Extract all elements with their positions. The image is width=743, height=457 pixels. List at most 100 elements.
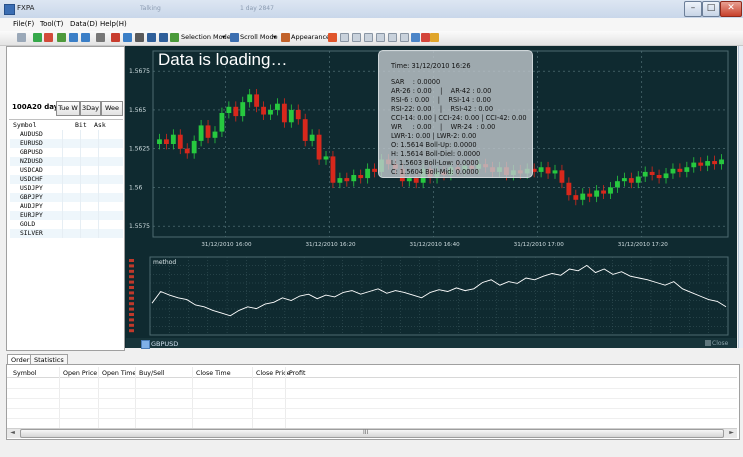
x-tick-label: 31/12/2010 17:00 xyxy=(514,242,565,248)
column-buy-sell[interactable]: Buy/Sell xyxy=(139,370,165,377)
candle-body xyxy=(615,181,620,188)
symbol-tab[interactable]: GBPUSD xyxy=(151,340,179,348)
symbol-tab-icon xyxy=(141,340,150,349)
scale-marker xyxy=(129,302,134,306)
line-tool-icon[interactable] xyxy=(340,33,349,42)
fibonacci-tool-icon[interactable] xyxy=(376,33,385,42)
crosshair-icon[interactable] xyxy=(96,33,105,42)
watchlist-symbol: USDCAD xyxy=(20,167,43,174)
candle-body xyxy=(170,134,176,144)
column-close-price[interactable]: Close Price xyxy=(256,370,291,377)
candle-body xyxy=(642,171,648,177)
list-item[interactable]: USDJPY xyxy=(10,184,123,193)
range-button-3day[interactable]: 3Day xyxy=(80,101,101,116)
maximize-button[interactable]: □ xyxy=(702,1,720,17)
candle-body xyxy=(226,106,232,113)
list-item[interactable]: NZDUSD xyxy=(10,157,123,166)
appearance-icon[interactable] xyxy=(281,33,290,42)
menu-file[interactable]: File(F) xyxy=(13,20,35,28)
appearance-button[interactable]: Appearance xyxy=(291,33,331,41)
vertical-line-icon[interactable] xyxy=(400,33,409,42)
chart-close-button[interactable]: Close xyxy=(712,340,729,347)
watchlist-cell xyxy=(98,220,99,229)
candle-body xyxy=(157,139,162,144)
candle-body xyxy=(684,167,690,172)
left-panel-blank xyxy=(7,47,122,97)
zoom-in-icon[interactable] xyxy=(69,33,78,42)
x-tick-label: 31/12/2010 17:20 xyxy=(618,242,669,248)
price-chart[interactable]: 1.5675 1.565 1.5625 1.56 1.5575 31/12/2010 16… xyxy=(126,47,736,253)
column-close-time[interactable]: Close Time xyxy=(196,370,231,377)
tab-statistics[interactable]: Statistics xyxy=(30,354,68,365)
list-item[interactable]: EURJPY xyxy=(10,211,123,220)
settings-icon[interactable] xyxy=(421,33,430,42)
watchlist-header-bid: Bit xyxy=(75,121,87,129)
fit-icon[interactable] xyxy=(123,33,132,42)
selection-mode-button[interactable]: Selection Mode xyxy=(181,33,231,41)
paint-icon[interactable] xyxy=(430,33,439,42)
column-open-price[interactable]: Open Price xyxy=(63,370,98,377)
watchlist-cell xyxy=(98,148,99,157)
scroll-right-arrow-icon[interactable]: ► xyxy=(729,429,734,436)
rectangle-tool-icon[interactable] xyxy=(364,33,373,42)
window-close-button[interactable]: ✕ xyxy=(720,1,742,17)
watchlist-cell xyxy=(98,184,99,193)
range-button-week[interactable]: Wee xyxy=(101,101,123,116)
list-item[interactable]: GOLD xyxy=(10,220,123,229)
selection-mode-dropdown-icon[interactable]: ▾ xyxy=(222,33,226,41)
end-icon[interactable] xyxy=(159,33,168,42)
watchlist-symbol: EURJPY xyxy=(20,212,43,219)
tooltip-line: SAR : 0.0000 xyxy=(391,78,441,86)
list-item[interactable]: AUDUSD xyxy=(10,130,123,139)
candle-body xyxy=(663,173,669,179)
selection-mode-icon[interactable] xyxy=(170,33,179,42)
list-item[interactable]: USDCAD xyxy=(10,166,123,175)
list-item[interactable]: EURUSD xyxy=(10,139,123,148)
watchlist-symbol: AUDUSD xyxy=(20,131,43,138)
scroll-mode-icon[interactable] xyxy=(230,33,239,42)
candle-body xyxy=(559,170,565,183)
scroll-left-arrow-icon[interactable]: ◄ xyxy=(10,429,15,436)
minimize-button[interactable]: – xyxy=(684,1,702,17)
range-button-tue[interactable]: Tue W xyxy=(56,101,80,116)
list-item[interactable]: USDCHF xyxy=(10,175,123,184)
color-icon[interactable] xyxy=(328,33,337,42)
candle-body xyxy=(406,178,412,182)
arrow-down-icon[interactable] xyxy=(44,33,53,42)
stop-icon[interactable] xyxy=(147,33,156,42)
scale-marker xyxy=(129,307,134,311)
scrollbar-thumb[interactable] xyxy=(20,429,724,438)
refresh-icon[interactable] xyxy=(135,33,144,42)
arrow-up-icon[interactable] xyxy=(33,33,42,42)
tooltip-line: RSI-22: 0.00 | RSI-42 : 0.00 xyxy=(391,105,494,113)
candle-body xyxy=(337,178,343,183)
candle-body xyxy=(621,178,627,182)
menu-data[interactable]: Data(D) xyxy=(70,20,98,28)
window-title: FXPA xyxy=(17,4,35,12)
column-symbol[interactable]: Symbol xyxy=(13,370,37,377)
zoom-out-icon[interactable] xyxy=(81,33,90,42)
list-item[interactable]: GBPUSD xyxy=(10,148,123,157)
list-item[interactable]: GBPJPY xyxy=(10,193,123,202)
text-tool-icon[interactable] xyxy=(388,33,397,42)
menu-help[interactable]: Help(H) xyxy=(100,20,127,28)
candle-body xyxy=(372,168,378,172)
column-open-time[interactable]: Open Time xyxy=(102,370,137,377)
channel-tool-icon[interactable] xyxy=(352,33,361,42)
candle-body xyxy=(628,178,634,183)
list-item[interactable]: SILVER xyxy=(10,229,123,238)
step-back-icon[interactable] xyxy=(111,33,120,42)
close-icon[interactable] xyxy=(705,340,711,346)
scroll-mode-button[interactable]: Scroll Mode xyxy=(240,33,278,41)
menu-tool[interactable]: Tool(T) xyxy=(40,20,64,28)
indicator-icon[interactable] xyxy=(411,33,420,42)
back-icon[interactable] xyxy=(17,33,26,42)
list-item[interactable]: AUDJPY xyxy=(10,202,123,211)
table-row xyxy=(7,398,737,399)
watchlist-header-symbol: Symbol xyxy=(13,121,37,129)
scroll-mode-dropdown-icon[interactable]: ▾ xyxy=(273,33,277,41)
column-profit[interactable]: Profit xyxy=(289,370,306,377)
indicator-chart[interactable]: method xyxy=(126,255,736,337)
watchlist-cell xyxy=(80,229,81,238)
grid-icon[interactable] xyxy=(57,33,66,42)
